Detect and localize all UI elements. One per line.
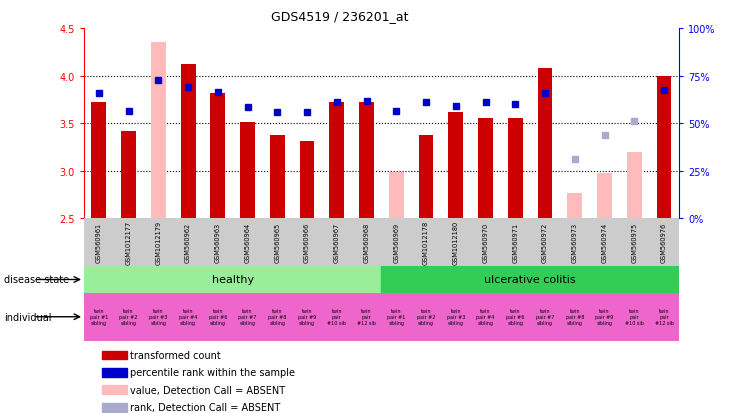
Text: rank, Detection Call = ABSENT: rank, Detection Call = ABSENT xyxy=(131,402,280,412)
Text: twin
pair #3
sibling: twin pair #3 sibling xyxy=(447,309,465,325)
Text: twin
pair #2
sibling: twin pair #2 sibling xyxy=(120,309,138,325)
Text: GSM560970: GSM560970 xyxy=(483,223,488,263)
Bar xyxy=(508,119,523,219)
Text: disease state: disease state xyxy=(4,275,69,285)
Bar xyxy=(537,69,553,219)
Bar xyxy=(478,119,493,219)
Text: individual: individual xyxy=(4,312,51,322)
Text: twin
pair #9
sibling: twin pair #9 sibling xyxy=(298,309,316,325)
Text: GSM1012179: GSM1012179 xyxy=(155,221,161,265)
Text: twin
pair #3
sibling: twin pair #3 sibling xyxy=(149,309,167,325)
Text: GDS4519 / 236201_at: GDS4519 / 236201_at xyxy=(271,10,408,23)
Text: GSM560973: GSM560973 xyxy=(572,223,577,263)
Bar xyxy=(84,266,381,293)
Bar xyxy=(329,103,345,219)
Text: twin
pair #7
sibling: twin pair #7 sibling xyxy=(239,309,257,325)
Text: value, Detection Call = ABSENT: value, Detection Call = ABSENT xyxy=(131,385,285,395)
Text: GSM560962: GSM560962 xyxy=(185,223,191,263)
Text: GSM560963: GSM560963 xyxy=(215,223,220,263)
Bar xyxy=(418,135,434,219)
Text: twin
pair #7
sibling: twin pair #7 sibling xyxy=(536,309,554,325)
Text: GSM1012178: GSM1012178 xyxy=(423,221,429,265)
Text: GSM560972: GSM560972 xyxy=(542,223,548,263)
Bar xyxy=(299,142,315,219)
Bar xyxy=(101,368,127,377)
Text: GSM560971: GSM560971 xyxy=(512,223,518,263)
Text: GSM560964: GSM560964 xyxy=(245,223,250,263)
Text: GSM560967: GSM560967 xyxy=(334,223,339,263)
Text: GSM560975: GSM560975 xyxy=(631,223,637,263)
Text: GSM560976: GSM560976 xyxy=(661,223,667,263)
Text: GSM560968: GSM560968 xyxy=(364,223,369,263)
Text: twin
pair #4
sibling: twin pair #4 sibling xyxy=(179,309,197,325)
Text: percentile rank within the sample: percentile rank within the sample xyxy=(131,368,296,377)
Text: twin
pair #9
sibling: twin pair #9 sibling xyxy=(596,309,614,325)
Text: healthy: healthy xyxy=(212,275,254,285)
Bar xyxy=(101,386,127,394)
Bar xyxy=(101,403,127,411)
Text: twin
pair #6
sibling: twin pair #6 sibling xyxy=(209,309,227,325)
Text: twin
pair #4
sibling: twin pair #4 sibling xyxy=(477,309,495,325)
Text: twin
pair #1
sibling: twin pair #1 sibling xyxy=(90,309,108,325)
Text: twin
pair #2
sibling: twin pair #2 sibling xyxy=(417,309,435,325)
Bar xyxy=(121,131,136,219)
Text: GSM560969: GSM560969 xyxy=(393,223,399,263)
Bar xyxy=(567,193,583,219)
Text: GSM560974: GSM560974 xyxy=(602,223,607,263)
Text: twin
pair
#10 sib: twin pair #10 sib xyxy=(327,309,346,325)
Text: GSM1012180: GSM1012180 xyxy=(453,221,458,265)
Bar xyxy=(448,112,464,219)
Bar xyxy=(101,351,127,359)
Text: twin
pair #1
sibling: twin pair #1 sibling xyxy=(387,309,405,325)
Bar xyxy=(180,65,196,219)
Text: GSM560961: GSM560961 xyxy=(96,223,101,263)
Text: twin
pair #8
sibling: twin pair #8 sibling xyxy=(566,309,584,325)
Bar xyxy=(91,103,107,219)
Bar xyxy=(210,93,226,219)
Bar xyxy=(270,135,285,219)
Bar xyxy=(381,266,679,293)
Bar xyxy=(359,103,374,219)
Text: twin
pair #8
sibling: twin pair #8 sibling xyxy=(268,309,286,325)
Text: twin
pair
#12 sib: twin pair #12 sib xyxy=(655,309,674,325)
Bar xyxy=(151,43,166,219)
Text: twin
pair
#10 sib: twin pair #10 sib xyxy=(625,309,644,325)
Bar xyxy=(627,152,642,219)
Bar xyxy=(389,172,404,219)
Text: transformed count: transformed count xyxy=(131,350,221,360)
Text: GSM1012177: GSM1012177 xyxy=(126,221,131,265)
Text: ulcerative colitis: ulcerative colitis xyxy=(484,275,576,285)
Text: GSM560966: GSM560966 xyxy=(304,223,310,263)
Bar xyxy=(656,76,672,219)
Text: GSM560965: GSM560965 xyxy=(274,223,280,263)
Bar xyxy=(597,173,612,219)
Text: twin
pair #6
sibling: twin pair #6 sibling xyxy=(506,309,524,325)
Text: twin
pair
#12 sib: twin pair #12 sib xyxy=(357,309,376,325)
Bar xyxy=(240,123,255,219)
